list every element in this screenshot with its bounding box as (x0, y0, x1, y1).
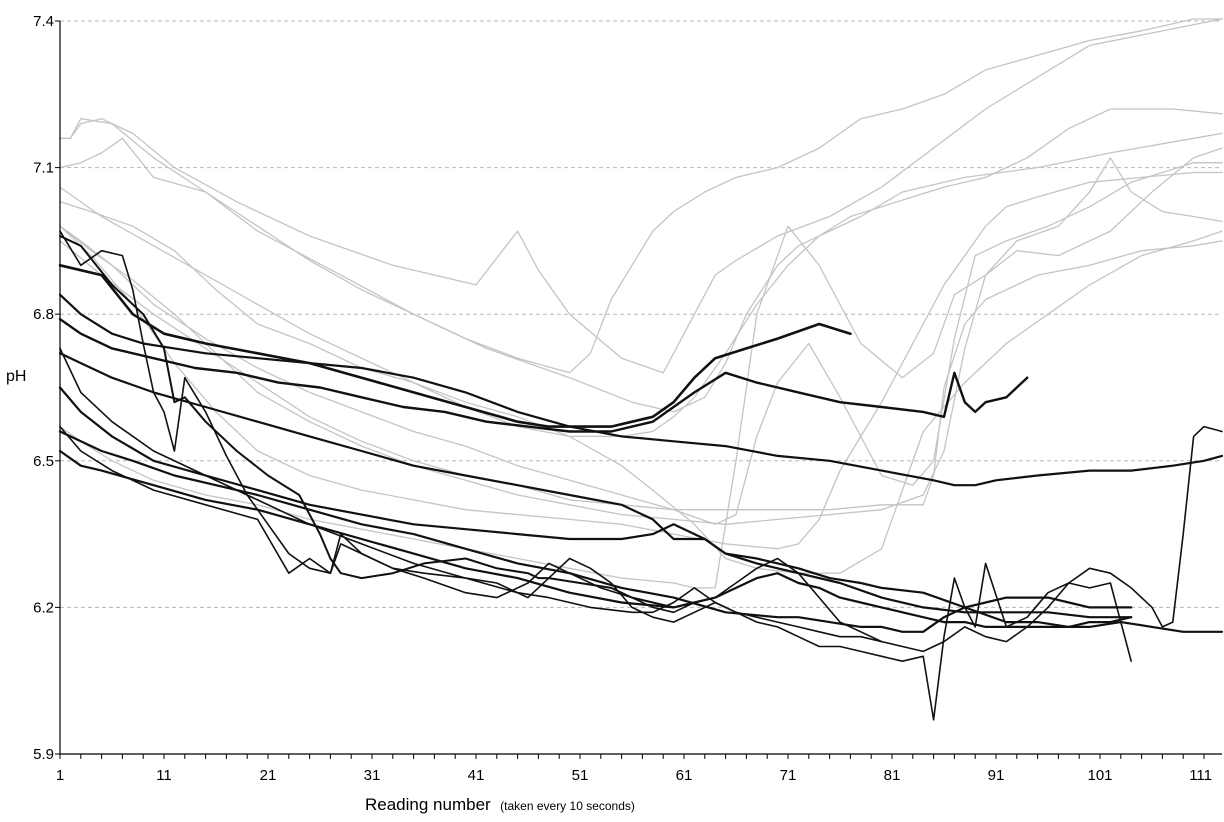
gridlines (60, 20, 1222, 608)
x-tick-label: 41 (468, 767, 485, 784)
y-tick-label: 7.1 (33, 160, 54, 177)
y-tick-label: 6.2 (33, 599, 54, 616)
series-line-light-2 (59, 132, 1223, 413)
series-line-dark-17 (58, 386, 1133, 619)
x-tick-label: 101 (1087, 767, 1112, 784)
x-axis-ticks: 1 11 21 31 41 51 61 71 81 91 101 111 (56, 754, 1212, 784)
series-line-light-5 (59, 162, 1223, 525)
series-line-light-4 (59, 201, 1223, 574)
x-tick-label: 61 (676, 767, 693, 784)
x-tick-label: 21 (260, 767, 277, 784)
series-line-light-3 (59, 108, 1223, 438)
series-dark-group (58, 230, 1224, 721)
y-axis-ticks: 5.9 6.2 6.5 6.8 7.1 7.4 (33, 13, 60, 763)
series-line-dark-18 (59, 347, 1132, 721)
x-tick-label: 51 (572, 767, 589, 784)
x-tick-label: 11 (156, 767, 172, 784)
series-line-dark-16 (58, 352, 1224, 633)
y-axis-label: pH (6, 368, 26, 385)
y-tick-label: 6.8 (33, 306, 54, 323)
x-axis-label-sub: (taken every 10 seconds) (500, 799, 635, 813)
series-line-dark-12 (58, 293, 1224, 487)
x-tick-label: 81 (884, 767, 901, 784)
x-tick-label: 111 (1189, 767, 1212, 784)
axes (59, 21, 1222, 755)
series-line-light-7 (59, 240, 1223, 511)
series-line-light-1 (59, 18, 1223, 374)
series-line-dark-11 (58, 263, 852, 428)
series-line-light-10 (59, 18, 1223, 374)
series-line-dark-19 (58, 449, 1133, 629)
y-tick-label: 7.4 (33, 13, 54, 30)
y-tick-label: 5.9 (33, 746, 54, 763)
series-line-dark-21 (59, 425, 1223, 653)
series-line-light-8 (59, 147, 1223, 589)
x-tick-label: 91 (988, 767, 1005, 784)
series-line-light-6 (59, 157, 1223, 525)
series-line-dark-15 (58, 317, 1029, 433)
x-axis-label-main: Reading number (365, 795, 491, 814)
series-line-dark-13 (59, 235, 675, 609)
x-tick-label: 71 (780, 767, 797, 784)
y-tick-label: 6.5 (33, 453, 54, 470)
x-tick-label: 1 (56, 767, 64, 784)
series-line-light-9 (59, 171, 1223, 550)
x-axis-label: Reading number (taken every 10 seconds) (365, 795, 635, 814)
x-tick-label: 31 (364, 767, 381, 784)
series-light-group (59, 18, 1223, 589)
series-line-dark-20 (58, 430, 1133, 633)
